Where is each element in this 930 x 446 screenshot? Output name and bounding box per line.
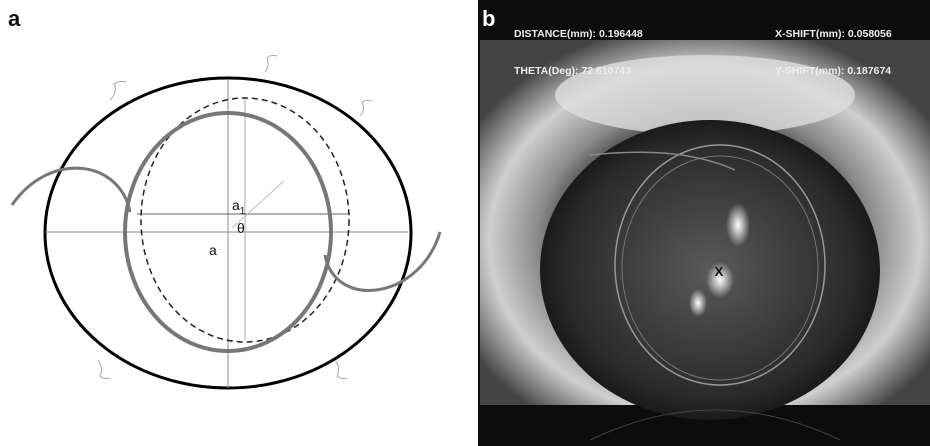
reflection [689, 289, 707, 317]
suture [360, 100, 372, 116]
panel-label: a [8, 6, 21, 31]
overlay-y-shift: Y-SHIFT(mm): 0.187674 [775, 65, 891, 77]
panel-a: a a1 θ a [8, 6, 440, 388]
label-a: a [209, 242, 217, 258]
suture [335, 360, 347, 379]
reflection [726, 203, 750, 247]
haptic [12, 168, 130, 212]
suture [265, 55, 277, 72]
suture [98, 360, 110, 379]
panel-label: b [482, 6, 495, 31]
label-theta: θ [237, 220, 245, 236]
overlay-theta: THETA(Deg): 72.810743 [514, 65, 631, 77]
overlay-distance: DISTANCE(mm): 0.196448 [514, 28, 643, 40]
figure: a a1 θ a X b DISTANCE(mm): 0.196448 [0, 0, 930, 446]
center-mark: X [715, 264, 724, 279]
panel-b: X b DISTANCE(mm): 0.196448 X-SHIFT(mm): … [478, 0, 930, 446]
overlay-x-shift: X-SHIFT(mm): 0.058056 [775, 28, 892, 40]
suture [110, 81, 126, 100]
